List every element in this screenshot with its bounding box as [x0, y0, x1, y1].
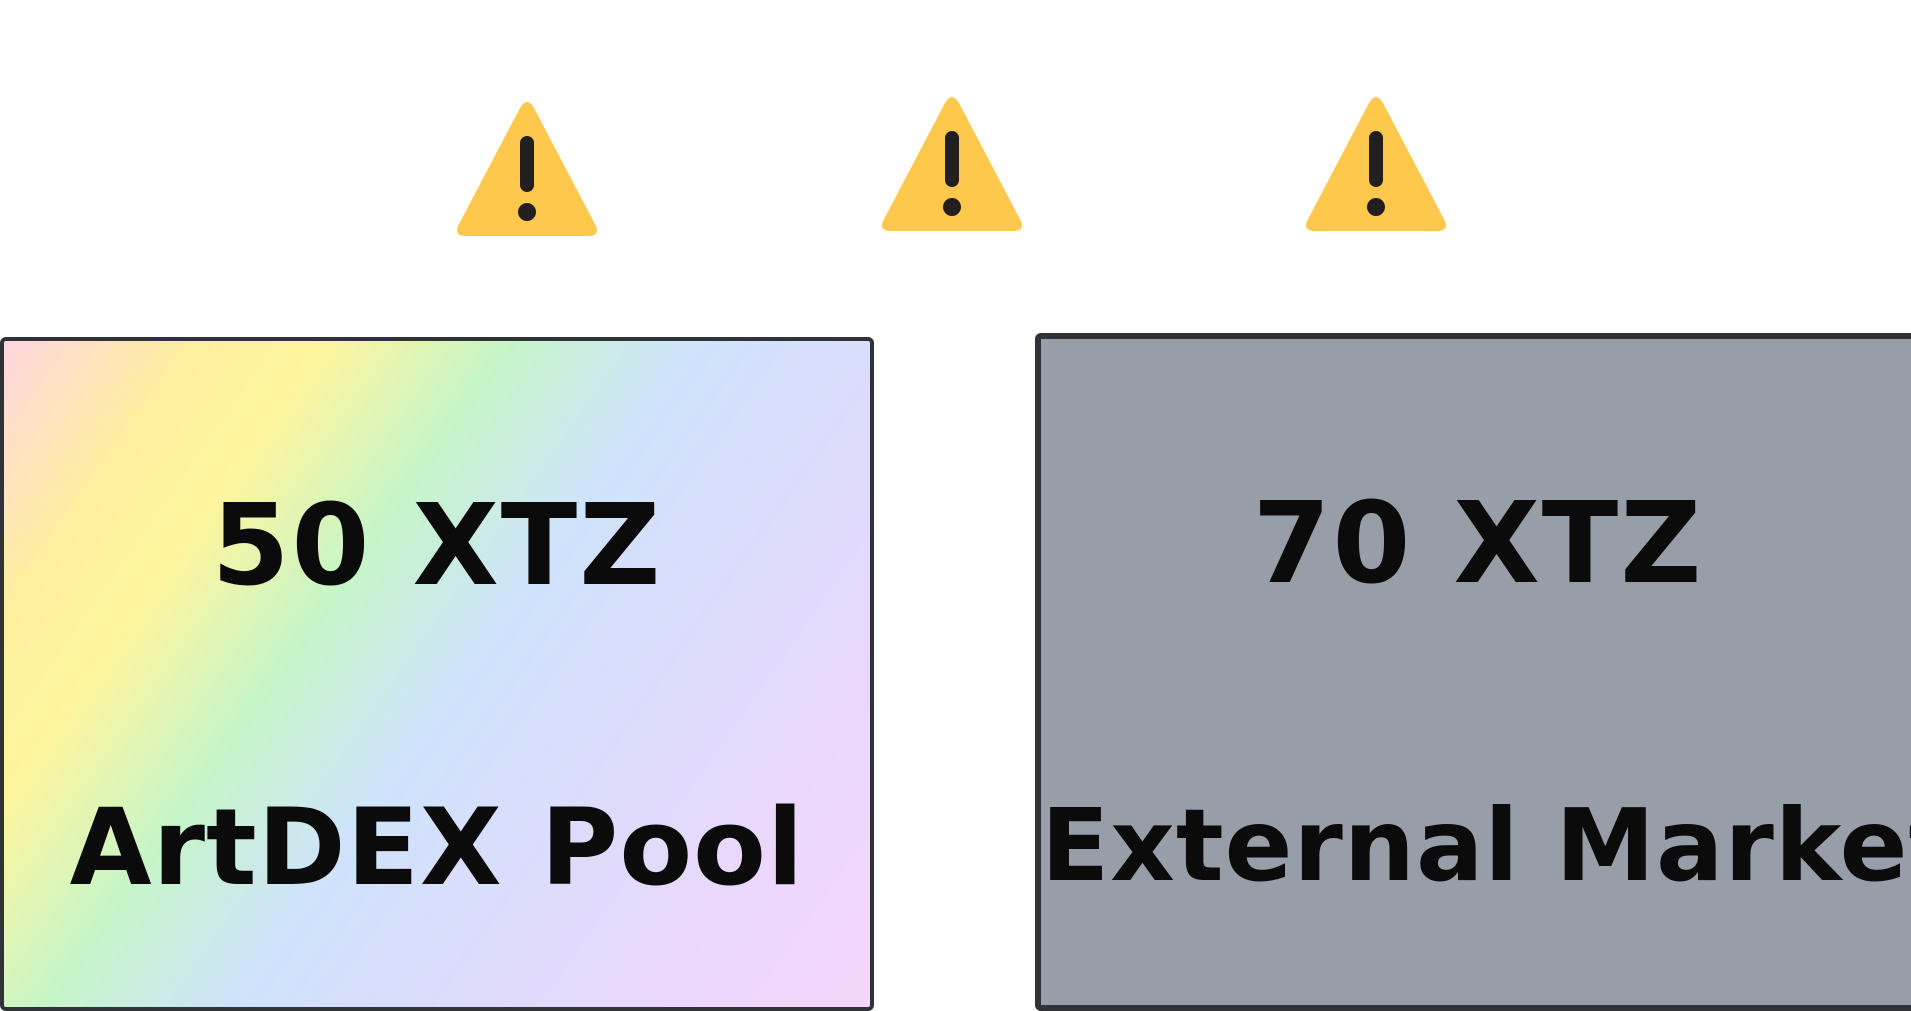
- external-market-card: 70 XTZ External Market: [1035, 333, 1911, 1011]
- market-price: 70 XTZ: [1252, 479, 1704, 609]
- market-name: External Market: [1041, 787, 1911, 904]
- pool-price: 50 XTZ: [211, 481, 663, 611]
- artdex-pool-card: 50 XTZ ArtDEX Pool: [0, 337, 874, 1011]
- warning-icon: [879, 93, 1025, 239]
- warning-icon: [1303, 93, 1449, 239]
- warning-icon: [454, 98, 600, 244]
- pool-name: ArtDEX Pool: [69, 786, 805, 909]
